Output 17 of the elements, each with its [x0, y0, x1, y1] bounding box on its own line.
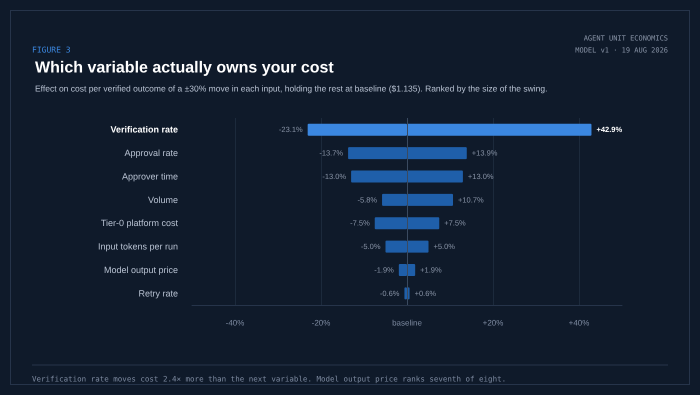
y-tick-label: Volume — [148, 194, 178, 205]
x-tick-label: -20% — [312, 318, 330, 328]
x-tick-label: +40% — [568, 318, 590, 328]
x-tick-label: +20% — [482, 318, 504, 328]
x-tick-label: baseline — [392, 318, 422, 328]
chart-subtitle: Effect on cost per verified outcome of a ±30% move in each input, holding the rest at baseline ($1.135). Ranked by the size of the swing. — [35, 84, 548, 94]
y-tick-label: Tier-0 platform cost — [100, 218, 178, 228]
y-tick-label: Verification rate — [110, 124, 178, 135]
y-tick-label: Approver time — [122, 171, 178, 182]
y-tick-label: Model output price — [104, 264, 178, 275]
y-tick-label: Input tokens per run — [98, 242, 178, 252]
x-tick-label: -40% — [226, 318, 244, 328]
y-tick-label: Approval rate — [124, 148, 178, 158]
bar — [404, 287, 407, 300]
chart-title: Which variable actually owns your cost — [35, 60, 334, 76]
caption: FIGURE 3 — [32, 46, 71, 54]
y-tick-label: Retry rate — [138, 288, 178, 298]
